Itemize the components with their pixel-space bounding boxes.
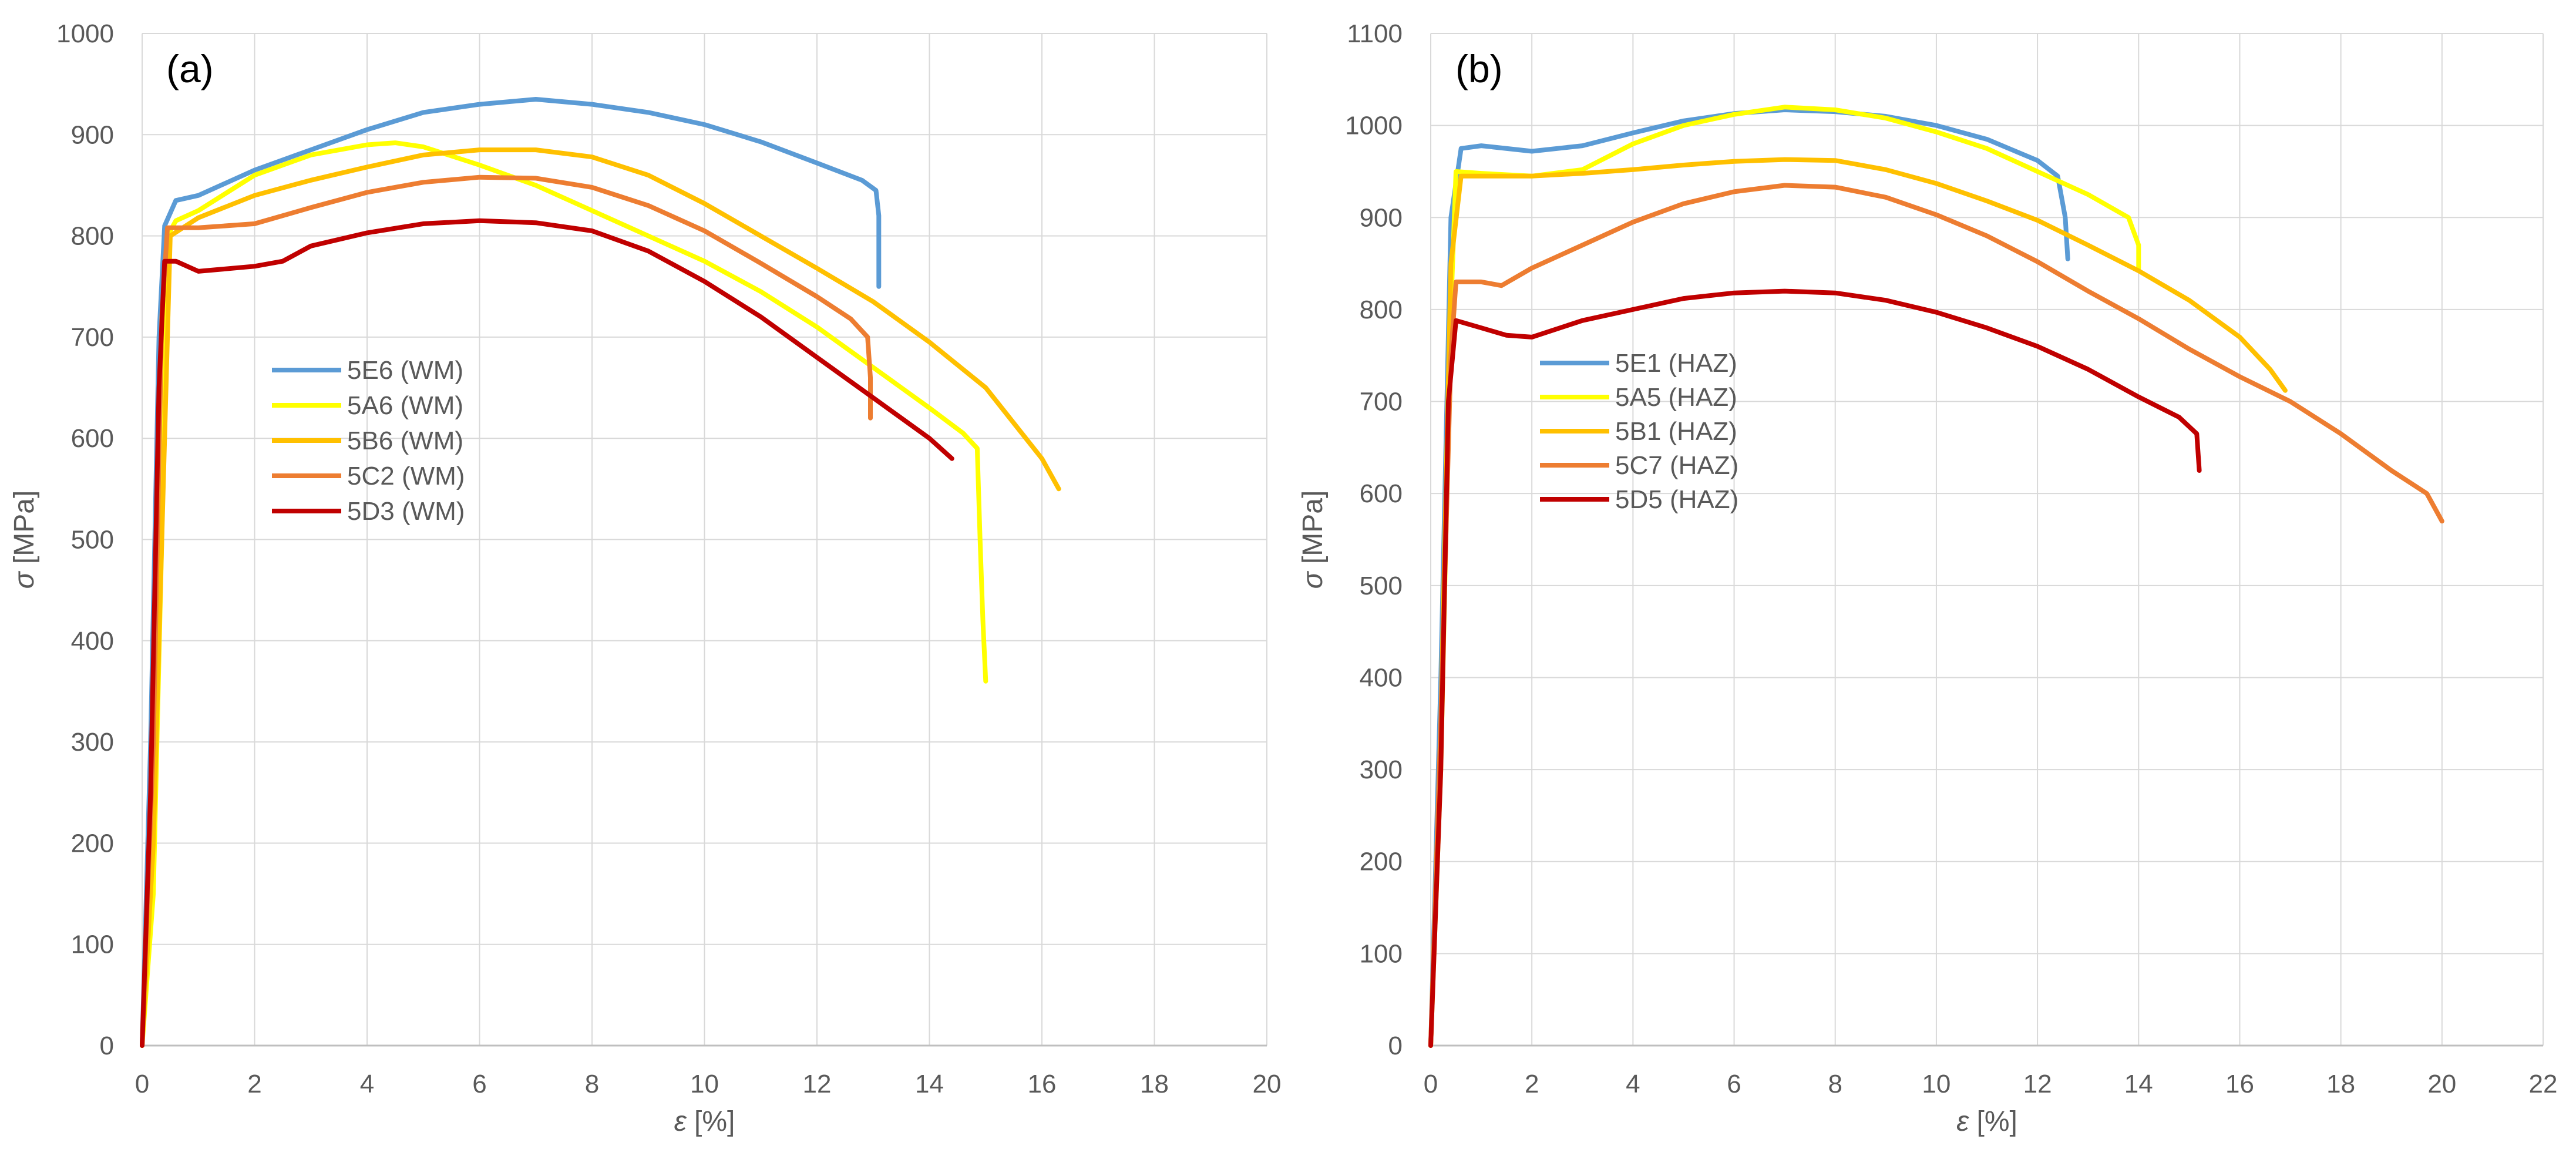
panel-label: (a) — [166, 47, 214, 90]
y-tick-label: 800 — [1360, 295, 1403, 324]
x-tick-label: 16 — [1028, 1070, 1057, 1098]
x-tick-label: 14 — [2124, 1070, 2153, 1098]
x-tick-label: 6 — [1727, 1070, 1741, 1098]
y-tick-label: 200 — [71, 829, 114, 858]
y-tick-label: 500 — [71, 526, 114, 555]
legend-item: 5D3 (WM) — [272, 497, 465, 526]
series-line-5e1 — [1428, 107, 2070, 1048]
y-axis-title: σ [MPa] — [9, 490, 40, 589]
chart-panel-a: 0 2 4 6 8 10 12 14 16 18 2001002003004005006007008… — [9, 19, 1281, 1137]
x-tick-label: 8 — [1828, 1070, 1842, 1098]
legend: 5E6 (WM) 5A6 (WM) 5B6 (WM) 5C2 (WM) 5D3 (WM) — [272, 356, 465, 526]
series-line-5b6 — [140, 147, 1061, 1048]
y-tick-label: 0 — [1388, 1031, 1403, 1060]
x-tick-label: 2 — [1525, 1070, 1539, 1098]
y-tick-label: 600 — [1360, 479, 1403, 508]
series-line-5e6 — [140, 97, 882, 1048]
gridlines — [1430, 33, 2544, 1046]
series-line-5a6 — [140, 140, 988, 1048]
legend-item: 5C2 (WM) — [272, 462, 465, 490]
x-tick-label: 22 — [2529, 1070, 2558, 1098]
y-axis-unit: [MPa] — [9, 490, 40, 572]
panel-label: (b) — [1455, 47, 1503, 90]
series-line-5b1 — [1428, 157, 2288, 1048]
x-tick-label: 12 — [803, 1070, 832, 1098]
y-axis-symbol: σ — [9, 570, 40, 589]
y-tick-label: 100 — [71, 930, 114, 959]
series-line-5c2 — [140, 174, 873, 1048]
y-tick-label: 900 — [71, 120, 114, 149]
x-tick-label: 2 — [247, 1070, 261, 1098]
legend-label: 5B6 (WM) — [347, 426, 463, 455]
x-tick-label: 10 — [690, 1070, 719, 1098]
y-tick-label: 400 — [1360, 663, 1403, 692]
x-tick-label: 12 — [2023, 1070, 2052, 1098]
x-tick-label: 14 — [915, 1070, 944, 1098]
series-line-5c7 — [1428, 183, 2444, 1048]
series-lines — [1428, 105, 2444, 1048]
x-tick-label: 8 — [585, 1070, 599, 1098]
y-tick-label: 0 — [100, 1031, 114, 1060]
legend-item: 5E6 (WM) — [272, 356, 463, 385]
y-tick-label: 900 — [1360, 203, 1403, 232]
y-axis-symbol: σ — [1297, 570, 1329, 589]
y-tick-label: 800 — [71, 222, 114, 251]
legend-label: 5B1 (HAZ) — [1615, 417, 1737, 446]
y-tick-label: 300 — [71, 728, 114, 757]
legend-item: 5A5 (HAZ) — [1540, 383, 1737, 412]
legend-item: 5B1 (HAZ) — [1540, 417, 1737, 446]
x-tick-label: 4 — [1626, 1070, 1640, 1098]
y-axis-unit: [MPa] — [1297, 490, 1329, 572]
y-tick-label: 500 — [1360, 572, 1403, 600]
series-lines — [140, 97, 1061, 1048]
legend-label: 5A5 (HAZ) — [1615, 383, 1737, 412]
x-axis-title: ε [%] — [674, 1106, 735, 1137]
legend-label: 5E1 (HAZ) — [1615, 349, 1737, 378]
y-tick-label: 600 — [71, 424, 114, 453]
x-axis-title: ε [%] — [1956, 1106, 2017, 1137]
x-tick-label: 20 — [2427, 1070, 2456, 1098]
x-tick-label: 10 — [1922, 1070, 1951, 1098]
x-tick-label: 4 — [360, 1070, 374, 1098]
y-tick-label: 700 — [71, 323, 114, 352]
legend-item: 5D5 (HAZ) — [1540, 485, 1738, 514]
chart-panel-b: 0 2 4 6 8 10 12 14 16 18 20 22 0 100 200 300 400 500 600 70… — [1297, 19, 2557, 1137]
legend-item: 5E1 (HAZ) — [1540, 349, 1737, 378]
legend-label: 5A6 (WM) — [347, 391, 463, 420]
legend-label: 5D3 (WM) — [347, 497, 465, 526]
legend-item: 5A6 (WM) — [272, 391, 463, 420]
y-tick-label: 100 — [1360, 939, 1403, 968]
series-line-5d5 — [1428, 288, 2202, 1048]
x-tick-label: 18 — [2326, 1070, 2355, 1098]
legend-label: 5D5 (HAZ) — [1615, 485, 1738, 514]
series-line-5a5 — [1428, 105, 2141, 1048]
y-tick-label: 1000 — [56, 19, 114, 48]
y-tick-label: 400 — [71, 627, 114, 656]
x-axis-symbol: ε — [1956, 1106, 1969, 1137]
y-tick-label: 200 — [1360, 848, 1403, 876]
series-line-5d3 — [140, 218, 954, 1048]
legend-label: 5C7 (HAZ) — [1615, 451, 1738, 480]
x-axis-unit: [%] — [687, 1106, 735, 1137]
x-tick-label: 18 — [1140, 1070, 1169, 1098]
legend-item: 5C7 (HAZ) — [1540, 451, 1738, 480]
x-tick-label: 16 — [2225, 1070, 2254, 1098]
x-axis-symbol: ε — [674, 1106, 687, 1137]
y-tick-label: 300 — [1360, 755, 1403, 784]
legend-item: 5B6 (WM) — [272, 426, 463, 455]
y-tick-label: 1100 — [1347, 19, 1403, 48]
y-tick-label: 1000 — [1345, 112, 1403, 140]
x-axis-unit: [%] — [1969, 1106, 2017, 1137]
x-tick-label: 0 — [135, 1070, 149, 1098]
legend-label: 5E6 (WM) — [347, 356, 463, 385]
x-tick-label: 6 — [472, 1070, 486, 1098]
y-axis-title: σ [MPa] — [1297, 490, 1329, 589]
x-tick-label: 20 — [1253, 1070, 1282, 1098]
gridlines — [142, 33, 1267, 1046]
legend-label: 5C2 (WM) — [347, 462, 465, 490]
y-tick-label: 700 — [1360, 388, 1403, 416]
x-tick-label: 0 — [1424, 1070, 1438, 1098]
legend: 5E1 (HAZ) 5A5 (HAZ) 5B1 (HAZ) 5C7 (HAZ) 5D5 … — [1540, 349, 1738, 514]
